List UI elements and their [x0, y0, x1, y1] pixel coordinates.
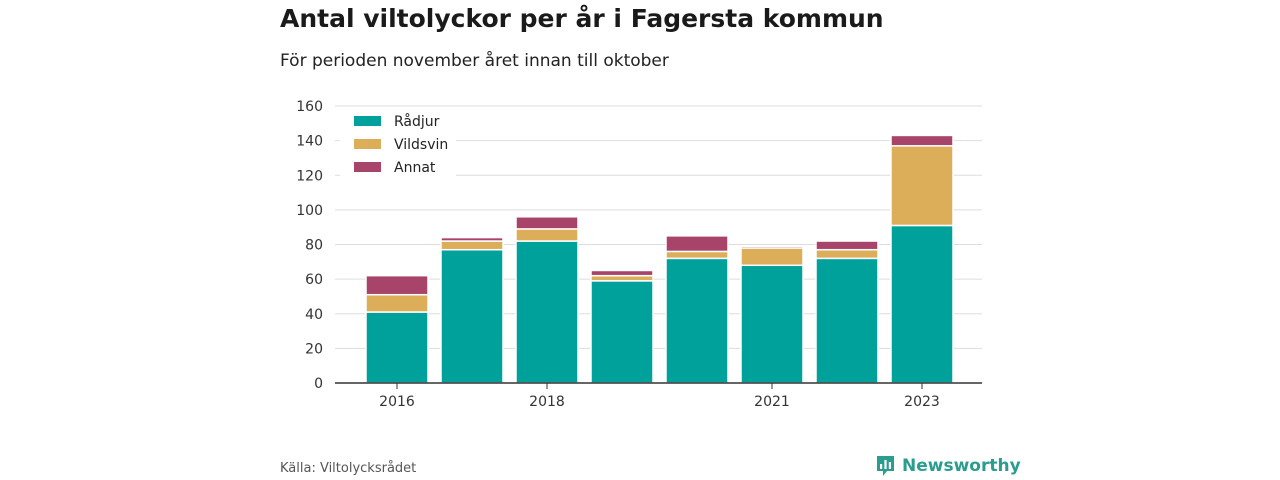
legend-label: Rådjur — [394, 113, 440, 130]
bar-segment[interactable] — [590, 274, 654, 282]
x-tick-label: 2023 — [904, 394, 940, 410]
bar-segment[interactable] — [365, 311, 429, 384]
bars — [365, 134, 954, 384]
chart-subtitle: För perioden november året innan till ok… — [280, 51, 669, 71]
bar-segment[interactable] — [665, 250, 729, 260]
x-axis: 2016 2018 2021 2023 — [335, 382, 982, 410]
bar-segment[interactable] — [815, 240, 879, 251]
y-tick-label: 100 — [296, 203, 323, 219]
y-tick-label: 120 — [296, 168, 323, 184]
x-tick-label: 2016 — [379, 394, 415, 410]
brand-name: Newsworthy — [902, 456, 1021, 476]
legend-swatch — [354, 116, 381, 126]
bar-segment[interactable] — [740, 245, 804, 249]
y-tick-label: 80 — [305, 238, 323, 254]
stacked-bar-chart: 0 20 40 60 80 100 120 140 160 Rådjur Vildsvin Anna… — [296, 99, 982, 410]
bar-segment[interactable] — [515, 216, 579, 230]
bar-segment[interactable] — [890, 134, 954, 147]
bar-segment[interactable] — [815, 248, 879, 260]
bar-segment[interactable] — [590, 269, 654, 277]
bar-segment[interactable] — [740, 247, 804, 267]
bar-segment[interactable] — [590, 280, 654, 384]
legend-label: Annat — [394, 160, 436, 176]
legend-swatch — [354, 162, 381, 172]
bar-segment[interactable] — [890, 224, 954, 384]
bar-segment[interactable] — [440, 240, 504, 251]
bar-segment[interactable] — [740, 264, 804, 384]
y-tick-label: 160 — [296, 99, 323, 115]
bar-segment[interactable] — [665, 257, 729, 384]
x-tick-label: 2018 — [529, 394, 565, 410]
brand-logo[interactable]: Newsworthy — [876, 455, 1021, 477]
chart-logo-icon — [877, 456, 894, 476]
legend-label: Vildsvin — [394, 137, 448, 153]
y-tick-label: 0 — [314, 376, 323, 392]
bar-segment[interactable] — [515, 228, 579, 242]
bar-segment[interactable] — [365, 293, 429, 313]
bar-segment[interactable] — [440, 236, 504, 242]
bar-segment[interactable] — [890, 145, 954, 227]
legend-swatch — [354, 139, 381, 149]
y-tick-label: 140 — [296, 134, 323, 150]
bar-segment[interactable] — [365, 274, 429, 296]
bar-segment[interactable] — [665, 235, 729, 253]
bar-segment[interactable] — [515, 240, 579, 384]
x-tick-label: 2021 — [754, 394, 790, 410]
y-axis-ticks: 0 20 40 60 80 100 120 140 160 — [296, 99, 323, 392]
y-tick-label: 20 — [305, 341, 323, 357]
bar-segment[interactable] — [815, 257, 879, 384]
source-note: Källa: Viltolycksrådet — [280, 461, 417, 476]
legend: Rådjur Vildsvin Annat — [340, 108, 456, 178]
y-tick-label: 40 — [305, 307, 323, 323]
y-tick-label: 60 — [305, 272, 323, 288]
chart-title: Antal viltolyckor per år i Fagersta komm… — [280, 4, 884, 33]
bar-segment[interactable] — [440, 248, 504, 384]
